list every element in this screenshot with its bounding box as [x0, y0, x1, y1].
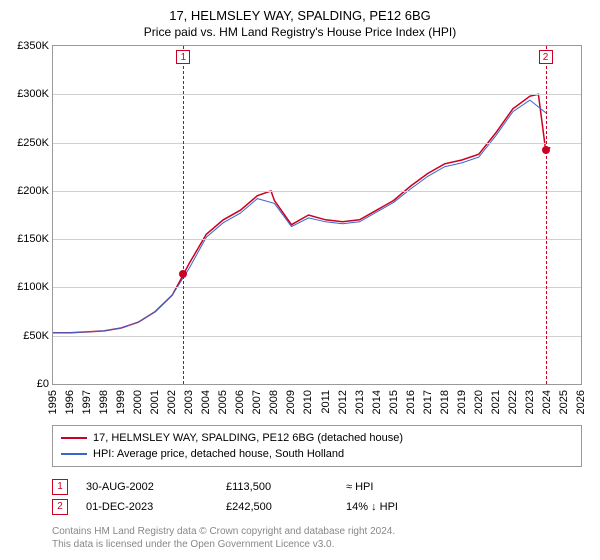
plot-area: £0£50K£100K£150K£200K£250K£300K£350K1995…: [52, 45, 582, 385]
legend-label: 17, HELMSLEY WAY, SPALDING, PE12 6BG (de…: [93, 432, 403, 444]
y-axis-label: £100K: [17, 281, 49, 293]
x-axis-label: 2023: [524, 390, 536, 414]
x-axis-label: 2015: [388, 390, 400, 414]
sale-marker-box: 2: [539, 50, 553, 64]
x-axis-label: 2016: [405, 390, 417, 414]
sale-marker-line: [183, 46, 184, 384]
chart-area: £0£50K£100K£150K£200K£250K£300K£350K1995…: [52, 45, 582, 385]
x-axis-label: 2018: [439, 390, 451, 414]
x-axis-label: 2003: [183, 390, 195, 414]
x-axis-label: 2006: [234, 390, 246, 414]
x-axis-label: 2000: [132, 390, 144, 414]
legend-item: 17, HELMSLEY WAY, SPALDING, PE12 6BG (de…: [61, 430, 573, 446]
x-axis-label: 2017: [422, 390, 434, 414]
line-canvas: [53, 46, 581, 384]
gridline-h: [53, 143, 581, 144]
chart-title: 17, HELMSLEY WAY, SPALDING, PE12 6BG: [12, 8, 588, 23]
x-axis-label: 2021: [490, 390, 502, 414]
y-axis-label: £50K: [23, 330, 49, 342]
sale-marker-dot: [542, 146, 550, 154]
footer-line-2: This data is licensed under the Open Gov…: [52, 538, 582, 551]
y-axis-label: £150K: [17, 233, 49, 245]
x-axis-label: 2011: [320, 390, 332, 414]
y-axis-label: £300K: [17, 88, 49, 100]
x-axis-label: 2025: [558, 390, 570, 414]
sale-marker-line: [546, 46, 547, 384]
x-axis-label: 2014: [371, 390, 383, 414]
sale-row: 1 30-AUG-2002£113,500≈ HPI: [52, 477, 582, 497]
x-axis-label: 2004: [200, 390, 212, 414]
legend: 17, HELMSLEY WAY, SPALDING, PE12 6BG (de…: [52, 425, 582, 467]
series-property: [53, 94, 550, 332]
sale-marker-box: 1: [176, 50, 190, 64]
y-axis-label: £0: [37, 378, 49, 390]
gridline-h: [53, 287, 581, 288]
sales-table: 1 30-AUG-2002£113,500≈ HPI 2 01-DEC-2023£24…: [52, 477, 582, 517]
y-axis-label: £350K: [17, 40, 49, 52]
gridline-h: [53, 336, 581, 337]
sale-price: £242,500: [226, 501, 346, 513]
x-axis-label: 2012: [337, 390, 349, 414]
x-axis-label: 1997: [81, 390, 93, 414]
x-axis-label: 2013: [354, 390, 366, 414]
x-axis-label: 1998: [98, 390, 110, 414]
attribution-footer: Contains HM Land Registry data © Crown c…: [52, 525, 582, 551]
y-axis-label: £250K: [17, 137, 49, 149]
sale-hpi-delta: 14% ↓ HPI: [346, 501, 582, 513]
x-axis-label: 2005: [217, 390, 229, 414]
sale-number-box: 1: [52, 479, 68, 495]
sale-date: 30-AUG-2002: [86, 481, 226, 493]
sale-marker-dot: [179, 270, 187, 278]
legend-swatch: [61, 453, 87, 455]
sale-row: 2 01-DEC-2023£242,50014% ↓ HPI: [52, 497, 582, 517]
x-axis-label: 2002: [166, 390, 178, 414]
sale-hpi-delta: ≈ HPI: [346, 481, 582, 493]
x-axis-label: 2001: [149, 390, 161, 414]
x-axis-label: 2019: [456, 390, 468, 414]
x-axis-label: 2008: [268, 390, 280, 414]
sale-price: £113,500: [226, 481, 346, 493]
series-hpi: [53, 100, 547, 333]
gridline-h: [53, 94, 581, 95]
x-axis-label: 1995: [47, 390, 59, 414]
x-axis-label: 2009: [285, 390, 297, 414]
x-axis-label: 1996: [64, 390, 76, 414]
y-axis-label: £200K: [17, 185, 49, 197]
sale-date: 01-DEC-2023: [86, 501, 226, 513]
x-axis-label: 1999: [115, 390, 127, 414]
legend-label: HPI: Average price, detached house, Sout…: [93, 448, 344, 460]
x-axis-label: 2010: [302, 390, 314, 414]
x-axis-label: 2026: [575, 390, 587, 414]
x-axis-label: 2007: [251, 390, 263, 414]
gridline-h: [53, 191, 581, 192]
sale-number-box: 2: [52, 499, 68, 515]
footer-line-1: Contains HM Land Registry data © Crown c…: [52, 525, 582, 538]
x-axis-label: 2024: [541, 390, 553, 414]
x-axis-label: 2020: [473, 390, 485, 414]
gridline-h: [53, 239, 581, 240]
legend-swatch: [61, 437, 87, 439]
x-axis-label: 2022: [507, 390, 519, 414]
legend-item: HPI: Average price, detached house, Sout…: [61, 446, 573, 462]
chart-subtitle: Price paid vs. HM Land Registry's House …: [12, 25, 588, 39]
